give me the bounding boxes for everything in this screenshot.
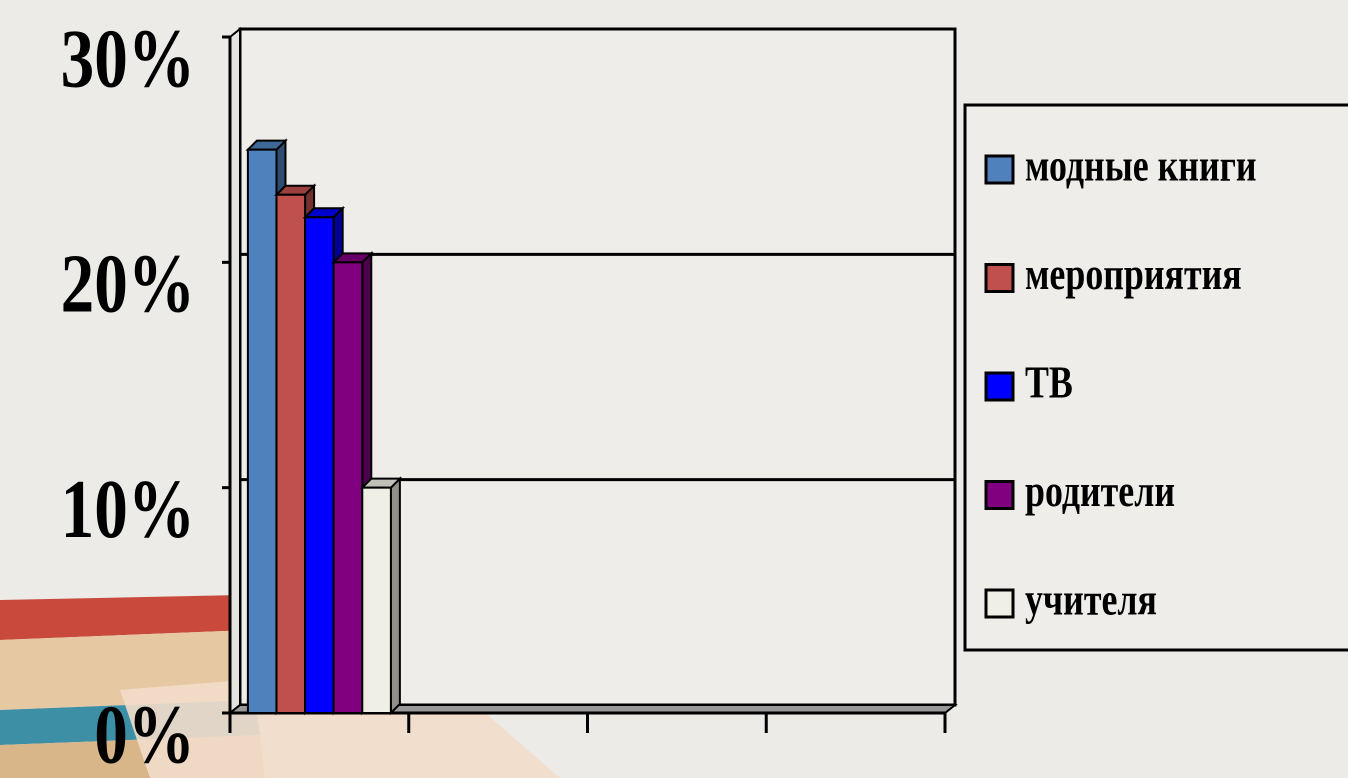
y-tick-label: 30% <box>61 12 195 105</box>
bar <box>332 261 364 714</box>
legend-label: ТВ <box>1025 356 1073 407</box>
y-tick-label: 10% <box>61 463 195 556</box>
bar <box>361 486 392 714</box>
legend <box>963 103 1348 652</box>
legend-label: модные книги <box>1025 139 1257 190</box>
legend-label: родители <box>1025 465 1175 516</box>
legend-swatch <box>984 154 1015 185</box>
legend-swatch <box>984 263 1015 293</box>
bar-side <box>389 476 401 716</box>
bar <box>304 216 335 714</box>
legend-swatch <box>984 588 1015 619</box>
legend-swatch <box>984 480 1015 510</box>
y-tick-label: 0% <box>94 688 195 778</box>
legend-label: учителя <box>1025 573 1157 624</box>
y-tick-label: 20% <box>61 238 195 331</box>
bar <box>246 148 278 714</box>
legend-swatch <box>984 371 1015 402</box>
bar <box>275 193 307 714</box>
legend-label: мероприятия <box>1025 248 1242 299</box>
